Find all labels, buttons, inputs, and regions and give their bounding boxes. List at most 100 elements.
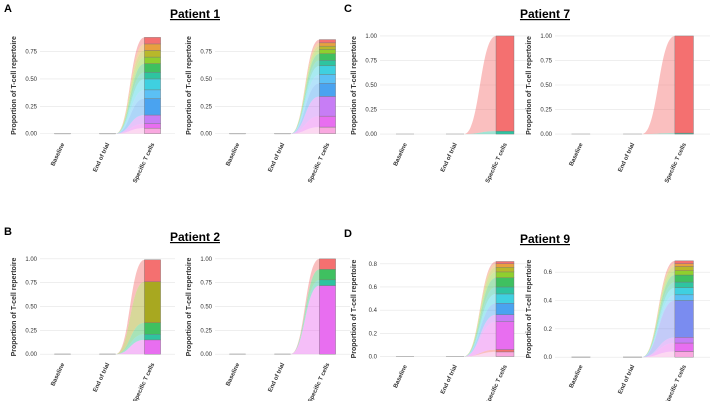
y-tick-label: 0.75 xyxy=(25,50,37,56)
panel-title: Patient 9 xyxy=(520,232,570,246)
bar-segment xyxy=(495,314,515,322)
flow xyxy=(115,259,145,355)
bar-segment xyxy=(319,53,336,61)
bar-segment xyxy=(319,74,336,84)
y-tick-label: 0.50 xyxy=(200,77,212,83)
y-axis-label: Proportion of T-cell repertoire xyxy=(186,258,193,357)
y-tick-label: 0.50 xyxy=(540,83,552,89)
x-tick-label: End of trial xyxy=(440,364,459,395)
bar-segment xyxy=(674,263,694,267)
x-tick-label: End of trial xyxy=(268,362,287,393)
bar-segment xyxy=(144,50,161,58)
x-tick-label: End of trial xyxy=(440,142,459,173)
stratum xyxy=(446,356,464,357)
flow xyxy=(115,128,145,134)
x-tick-label: End of trial xyxy=(618,142,637,173)
y-axis-label: Proportion of T-cell repertoire xyxy=(11,36,18,135)
stratum xyxy=(446,133,464,135)
y-tick-label: 0.6 xyxy=(544,270,553,276)
bar-segment xyxy=(319,39,336,44)
x-tick-label: Baseline xyxy=(393,142,409,168)
bar-segment xyxy=(674,287,694,296)
y-tick-label: 0.50 xyxy=(25,305,37,311)
bar-segment xyxy=(319,42,336,47)
bar-segment xyxy=(319,279,336,286)
flow xyxy=(641,282,675,358)
flow xyxy=(464,263,496,357)
flow xyxy=(464,314,496,357)
stratum xyxy=(396,133,414,135)
flow xyxy=(115,322,145,355)
y-tick-label: 0.50 xyxy=(25,77,37,83)
y-tick-label: 0.4 xyxy=(369,308,378,314)
flow xyxy=(115,89,145,134)
flow xyxy=(641,275,675,358)
y-axis-label: Proportion of T-cell repertoire xyxy=(11,258,18,357)
panel-label: B xyxy=(4,226,12,238)
flow xyxy=(290,269,320,355)
y-axis-label: Proportion of T-cell repertoire xyxy=(351,36,358,135)
y-tick-label: 0.25 xyxy=(25,328,37,334)
bar-segment xyxy=(495,351,515,357)
flow xyxy=(464,261,496,357)
bar-segment xyxy=(674,260,694,264)
flow xyxy=(641,351,675,358)
bar-segment xyxy=(495,286,515,295)
flow xyxy=(290,279,320,355)
bar-segment xyxy=(495,267,515,273)
flow xyxy=(641,266,675,358)
flow xyxy=(290,127,320,134)
bar-segment xyxy=(144,127,161,134)
y-tick-label: 0.50 xyxy=(200,305,212,311)
flow xyxy=(115,78,145,134)
flow xyxy=(115,43,145,134)
flow xyxy=(115,334,145,355)
x-tick-label: Baseline xyxy=(50,362,66,388)
flow xyxy=(641,260,675,358)
bar-segment xyxy=(674,266,694,271)
bar-segment xyxy=(144,123,161,129)
y-tick-label: 1.00 xyxy=(25,257,37,263)
y-tick-label: 0.75 xyxy=(200,50,212,56)
y-tick-label: 0.00 xyxy=(365,132,377,138)
y-axis-label: Proportion of T-cell repertoire xyxy=(526,36,533,135)
bar-segment xyxy=(495,271,515,278)
flow xyxy=(115,115,145,134)
bar-segment xyxy=(495,130,515,135)
bar-segment xyxy=(495,293,515,304)
flow xyxy=(290,49,320,134)
x-tick-label: Specific T cells xyxy=(485,142,509,184)
bar-segment xyxy=(495,349,515,353)
flow xyxy=(290,285,320,355)
flow xyxy=(115,37,145,134)
y-axis-label: Proportion of T-cell repertoire xyxy=(186,36,193,135)
stratum xyxy=(229,353,246,355)
x-tick-label: Baseline xyxy=(393,364,409,390)
x-tick-label: Specific T cells xyxy=(308,142,332,184)
y-tick-label: 0.25 xyxy=(200,104,212,110)
bar-segment xyxy=(319,45,336,50)
flow xyxy=(290,74,320,134)
x-tick-label: Baseline xyxy=(569,142,585,168)
y-tick-label: 0.25 xyxy=(200,328,212,334)
bar-segment xyxy=(319,285,336,355)
y-tick-label: 0.00 xyxy=(25,132,37,138)
panel-title: Patient 2 xyxy=(170,230,220,244)
flow xyxy=(464,131,496,135)
bar-segment xyxy=(144,281,161,323)
x-tick-label: Specific T cells xyxy=(308,362,332,401)
flow xyxy=(115,63,145,134)
y-tick-label: 0.2 xyxy=(369,331,378,337)
bar-segment xyxy=(144,114,161,124)
flow xyxy=(290,96,320,134)
x-tick-label: Specific T cells xyxy=(485,364,509,401)
y-tick-label: 1.00 xyxy=(365,34,377,40)
bar-segment xyxy=(674,351,694,358)
bar-segment xyxy=(144,259,161,282)
y-tick-label: 0.75 xyxy=(200,281,212,287)
y-tick-label: 0.8 xyxy=(369,262,378,268)
x-tick-label: End of trial xyxy=(268,142,287,173)
flow xyxy=(290,46,320,134)
bar-segment xyxy=(674,274,694,283)
flow xyxy=(290,39,320,134)
